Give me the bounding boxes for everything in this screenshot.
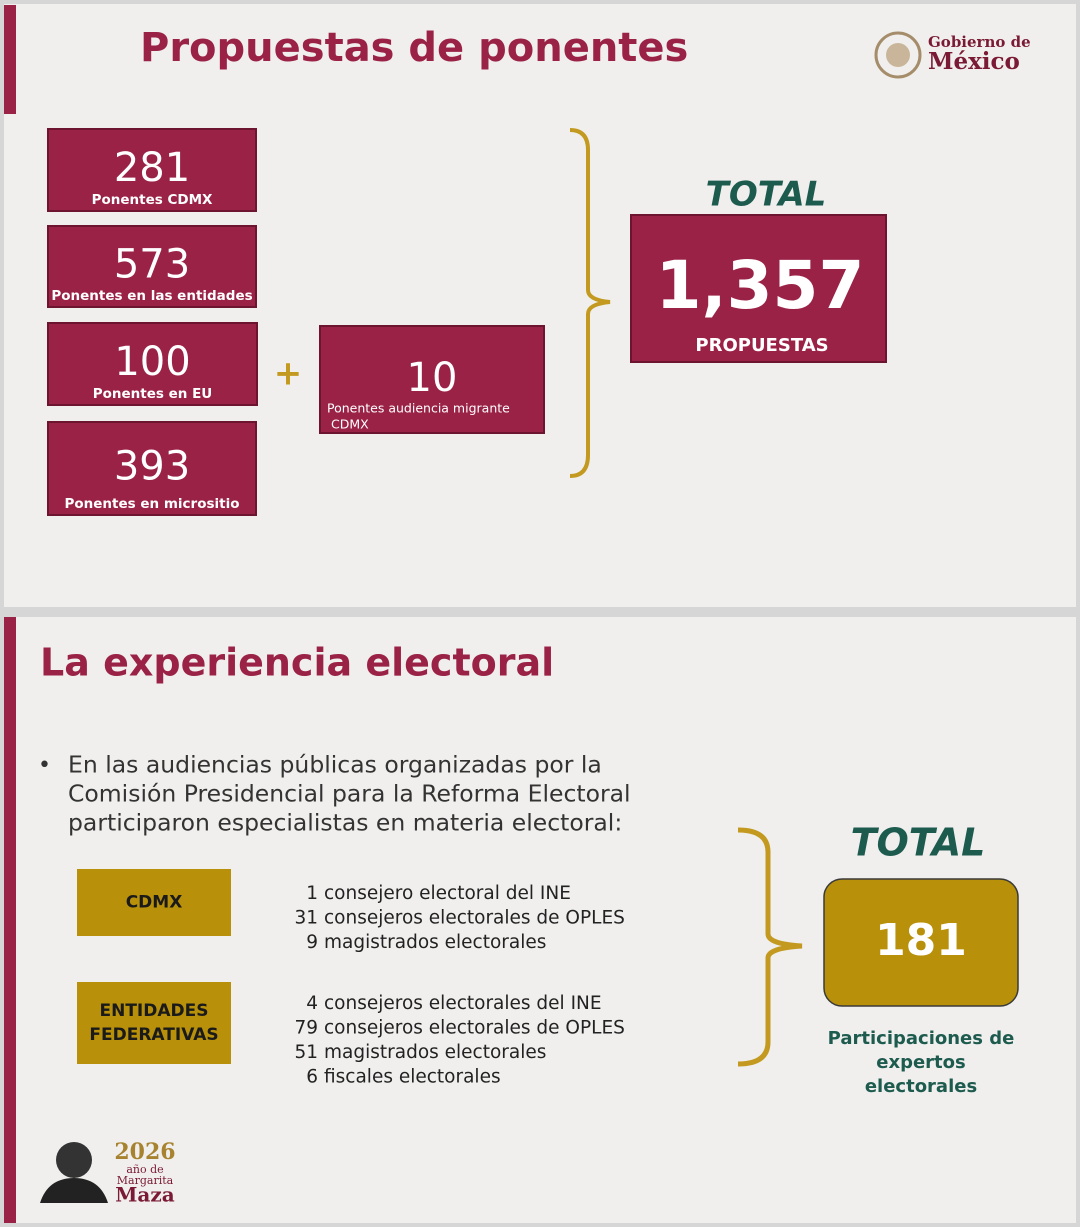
total-number: 181 — [875, 915, 967, 966]
slide-title: Propuestas de ponentes — [140, 25, 688, 71]
stat-label: Ponentes en las entidades — [51, 288, 252, 304]
logo-emblem — [874, 31, 922, 79]
footer-logo: Margarita — [117, 1174, 174, 1187]
item-count: 79 — [294, 1018, 318, 1039]
total-caption: expertos — [876, 1052, 965, 1073]
total-caption: electorales — [865, 1076, 977, 1097]
intro-text: En las audiencias públicas organizadas p… — [68, 751, 602, 779]
stat-box — [47, 322, 258, 406]
total-number: 1,357 — [656, 247, 865, 324]
slide-title: La experiencia electoral — [40, 641, 554, 685]
item-text: consejeros electorales de OPLES — [324, 908, 625, 929]
stat-label: CDMX — [331, 417, 369, 432]
stat-box — [47, 421, 257, 516]
stat-number: 10 — [407, 355, 458, 401]
stat-label: Ponentes CDMX — [92, 192, 213, 208]
stat-label: Ponentes audiencia migrante — [327, 401, 510, 416]
stat-box — [319, 325, 545, 434]
item-count: 51 — [294, 1042, 318, 1063]
item-count: 9 — [306, 932, 318, 953]
stat-box — [47, 128, 257, 212]
group-box — [77, 982, 231, 1064]
item-count: 1 — [306, 883, 318, 904]
stat-number: 573 — [114, 242, 190, 288]
stat-number: 281 — [114, 145, 190, 191]
item-text: consejeros electorales de OPLES — [324, 1018, 625, 1039]
total-box — [823, 878, 1019, 1007]
logo-text: Gobierno de — [928, 33, 1031, 51]
stat-number: 100 — [114, 339, 190, 385]
stat-label: Ponentes en micrositio — [64, 496, 239, 512]
item-count: 4 — [306, 993, 318, 1014]
portrait-icon — [56, 1142, 92, 1178]
group-label: ENTIDADES — [100, 1001, 209, 1021]
intro-text: participaron especialistas en materia el… — [68, 809, 622, 837]
group-box — [77, 869, 231, 936]
accent-stripe — [4, 617, 16, 1223]
intro-text: Comisión Presidencial para la Reforma El… — [68, 780, 631, 808]
logo-emblem — [886, 43, 910, 67]
item-text: magistrados electorales — [324, 1042, 546, 1063]
bracket — [737, 827, 803, 1067]
item-text: consejeros electorales del INE — [324, 993, 602, 1014]
item-text: fiscales electorales — [324, 1067, 501, 1088]
total-box — [630, 214, 887, 363]
footer-logo: 2026 — [114, 1139, 175, 1165]
plus-sign: + — [274, 354, 303, 394]
stat-label: Ponentes en EU — [93, 386, 213, 402]
footer-logo: año de — [126, 1163, 163, 1176]
total-heading: TOTAL — [851, 821, 986, 865]
group-label: CDMX — [126, 893, 183, 913]
stat-number: 393 — [114, 444, 190, 490]
item-count: 6 — [306, 1067, 318, 1088]
logo-text: México — [928, 48, 1020, 75]
bracket — [569, 128, 611, 478]
group-label: FEDERATIVAS — [89, 1025, 218, 1045]
item-count: 31 — [294, 908, 318, 929]
total-label: PROPUESTAS — [695, 335, 828, 356]
total-caption: Participaciones de — [828, 1028, 1015, 1049]
total-heading: TOTAL — [706, 175, 827, 215]
footer-logo: Maza — [115, 1183, 174, 1207]
portrait-icon — [40, 1178, 108, 1203]
accent-stripe — [4, 5, 16, 114]
item-text: consejero electoral del INE — [324, 883, 571, 904]
item-text: magistrados electorales — [324, 932, 546, 953]
stat-box — [47, 225, 257, 308]
bullet: • — [38, 753, 51, 778]
